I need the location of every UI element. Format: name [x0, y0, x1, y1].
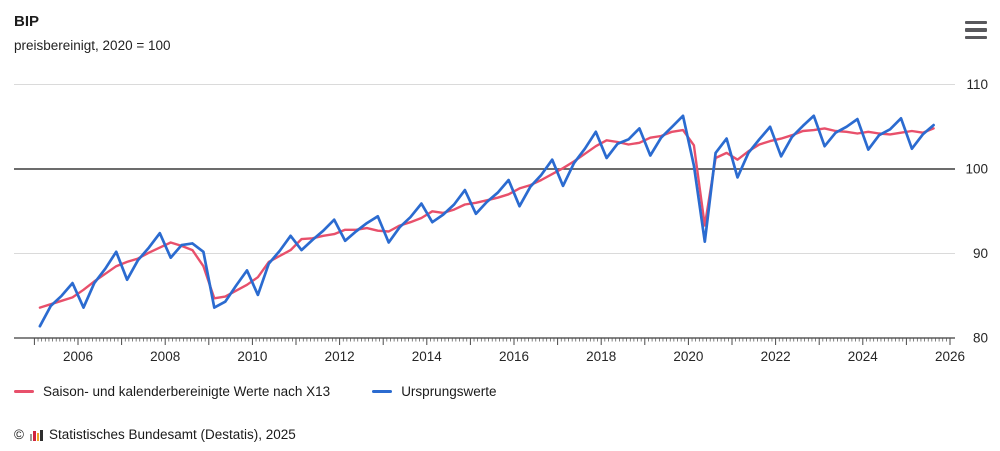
destatis-logo-icon: [29, 429, 43, 441]
x-axis-tick-label: 2014: [412, 349, 443, 364]
x-axis-tick-label: 2008: [150, 349, 180, 364]
x-axis-tick-label: 2006: [63, 349, 93, 364]
x-axis-tick-label: 2024: [848, 349, 879, 364]
legend-swatch-red: [14, 390, 34, 393]
x-axis-tick-label: 2020: [673, 349, 703, 364]
x-axis-tick-label: 2026: [935, 349, 965, 364]
source-text: Statistisches Bundesamt (Destatis), 2025: [48, 427, 296, 442]
series-line-original: [38, 114, 935, 328]
source-note: © Statistisches Bundesamt (Destatis), 20…: [14, 427, 296, 442]
y-axis-tick-label: 80: [973, 331, 988, 346]
legend-label-original: Ursprungswerte: [401, 384, 497, 399]
chart-subtitle: preisbereinigt, 2020 = 100: [14, 38, 171, 53]
hamburger-menu-icon[interactable]: [965, 21, 987, 39]
hamburger-bar: [965, 28, 987, 32]
x-axis-tick-label: 2022: [761, 349, 791, 364]
x-axis-tick-label: 2016: [499, 349, 529, 364]
legend-label-adjusted: Saison- und kalenderbereinigte Werte nac…: [43, 384, 331, 399]
chart-title: BIP: [14, 13, 40, 30]
chart-legend: Saison- und kalenderbereinigte Werte nac…: [14, 384, 496, 399]
series-line-adjusted: [38, 127, 935, 309]
x-axis-tick-label: 2010: [237, 349, 267, 364]
copyright-symbol: ©: [14, 427, 24, 442]
y-axis-tick-label: 110: [966, 77, 988, 92]
legend-item-original: Ursprungswerte: [372, 384, 496, 399]
legend-swatch-blue: [372, 390, 393, 393]
y-axis-tick-label: 100: [965, 162, 988, 177]
hamburger-bar: [965, 21, 987, 25]
legend-item-adjusted: Saison- und kalenderbereinigte Werte nac…: [14, 384, 330, 399]
hamburger-bar: [965, 35, 987, 39]
x-axis-tick-label: 2012: [325, 349, 355, 364]
y-axis-tick-label: 90: [973, 246, 988, 261]
x-axis-tick-label: 2018: [586, 349, 616, 364]
